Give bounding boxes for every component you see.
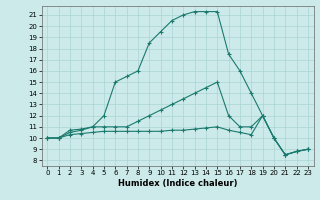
X-axis label: Humidex (Indice chaleur): Humidex (Indice chaleur) xyxy=(118,179,237,188)
